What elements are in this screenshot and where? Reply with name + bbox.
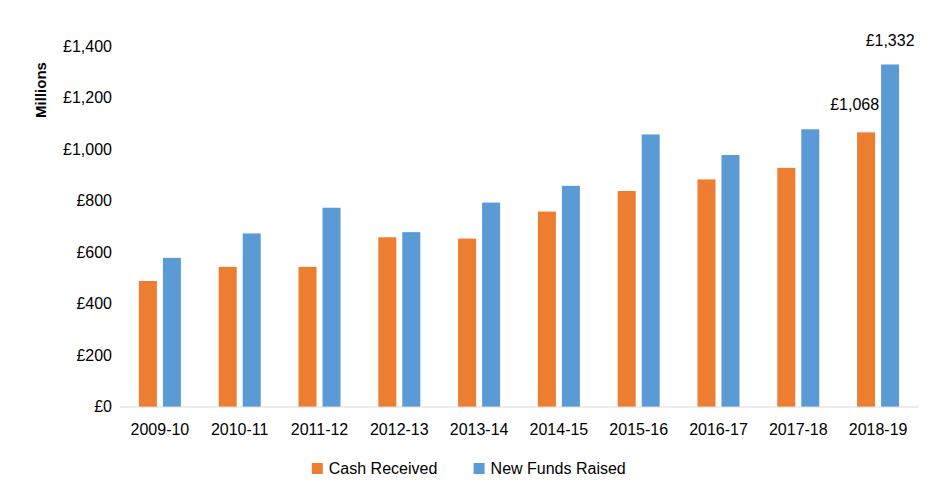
bar bbox=[722, 155, 740, 407]
bar bbox=[538, 212, 556, 407]
legend-swatch bbox=[312, 463, 323, 474]
x-tick-label: 2010-11 bbox=[211, 421, 269, 438]
y-tick-label: £1,400 bbox=[63, 38, 112, 55]
y-tick-label: £1,000 bbox=[63, 141, 112, 158]
bars bbox=[139, 64, 899, 407]
bar bbox=[562, 186, 580, 407]
bar bbox=[482, 203, 500, 407]
data-label: £1,332 bbox=[866, 32, 915, 49]
chart-container: £0 £200 £400 £600 £800 £1,000 £1,200 £1,400 Mill… bbox=[0, 0, 945, 495]
data-label: £1,068 bbox=[830, 96, 879, 113]
x-tick-label: 2015-16 bbox=[609, 421, 668, 438]
bar bbox=[458, 239, 476, 407]
x-tick-label: 2011-12 bbox=[291, 421, 349, 438]
bar bbox=[219, 267, 237, 407]
x-tick-label: 2018-19 bbox=[849, 421, 908, 438]
bar bbox=[402, 232, 420, 407]
x-tick-label: 2012-13 bbox=[370, 421, 429, 438]
y-axis-title: Millions bbox=[32, 62, 49, 118]
bar bbox=[698, 179, 716, 407]
bar bbox=[618, 191, 636, 407]
y-tick-label: £600 bbox=[76, 244, 112, 261]
x-tick-label: 2009-10 bbox=[131, 421, 190, 438]
bar bbox=[642, 134, 660, 407]
legend: Cash Received New Funds Raised bbox=[312, 460, 626, 477]
y-tick-label: £200 bbox=[76, 347, 112, 364]
bar bbox=[299, 267, 317, 407]
x-tick-label: 2014-15 bbox=[530, 421, 589, 438]
bar bbox=[881, 64, 899, 407]
bar bbox=[801, 129, 819, 407]
legend-label: New Funds Raised bbox=[491, 460, 626, 477]
legend-label: Cash Received bbox=[329, 460, 438, 477]
bar bbox=[323, 208, 341, 407]
y-tick-label: £400 bbox=[76, 295, 112, 312]
bar bbox=[139, 281, 157, 407]
bar bbox=[378, 237, 396, 407]
x-tick-label: 2016-17 bbox=[689, 421, 748, 438]
y-tick-label: £800 bbox=[76, 192, 112, 209]
bar bbox=[163, 258, 181, 407]
chart-svg: £0 £200 £400 £600 £800 £1,000 £1,200 £1,400 Mill… bbox=[0, 0, 945, 495]
x-tick-label: 2017-18 bbox=[769, 421, 828, 438]
y-tick-label: £1,200 bbox=[63, 89, 112, 106]
x-axis-line bbox=[120, 407, 918, 408]
x-tick-label: 2013-14 bbox=[450, 421, 509, 438]
legend-swatch bbox=[474, 463, 485, 474]
bar bbox=[243, 233, 261, 407]
bar bbox=[857, 132, 875, 407]
bar bbox=[777, 168, 795, 407]
y-tick-label: £0 bbox=[94, 398, 112, 415]
